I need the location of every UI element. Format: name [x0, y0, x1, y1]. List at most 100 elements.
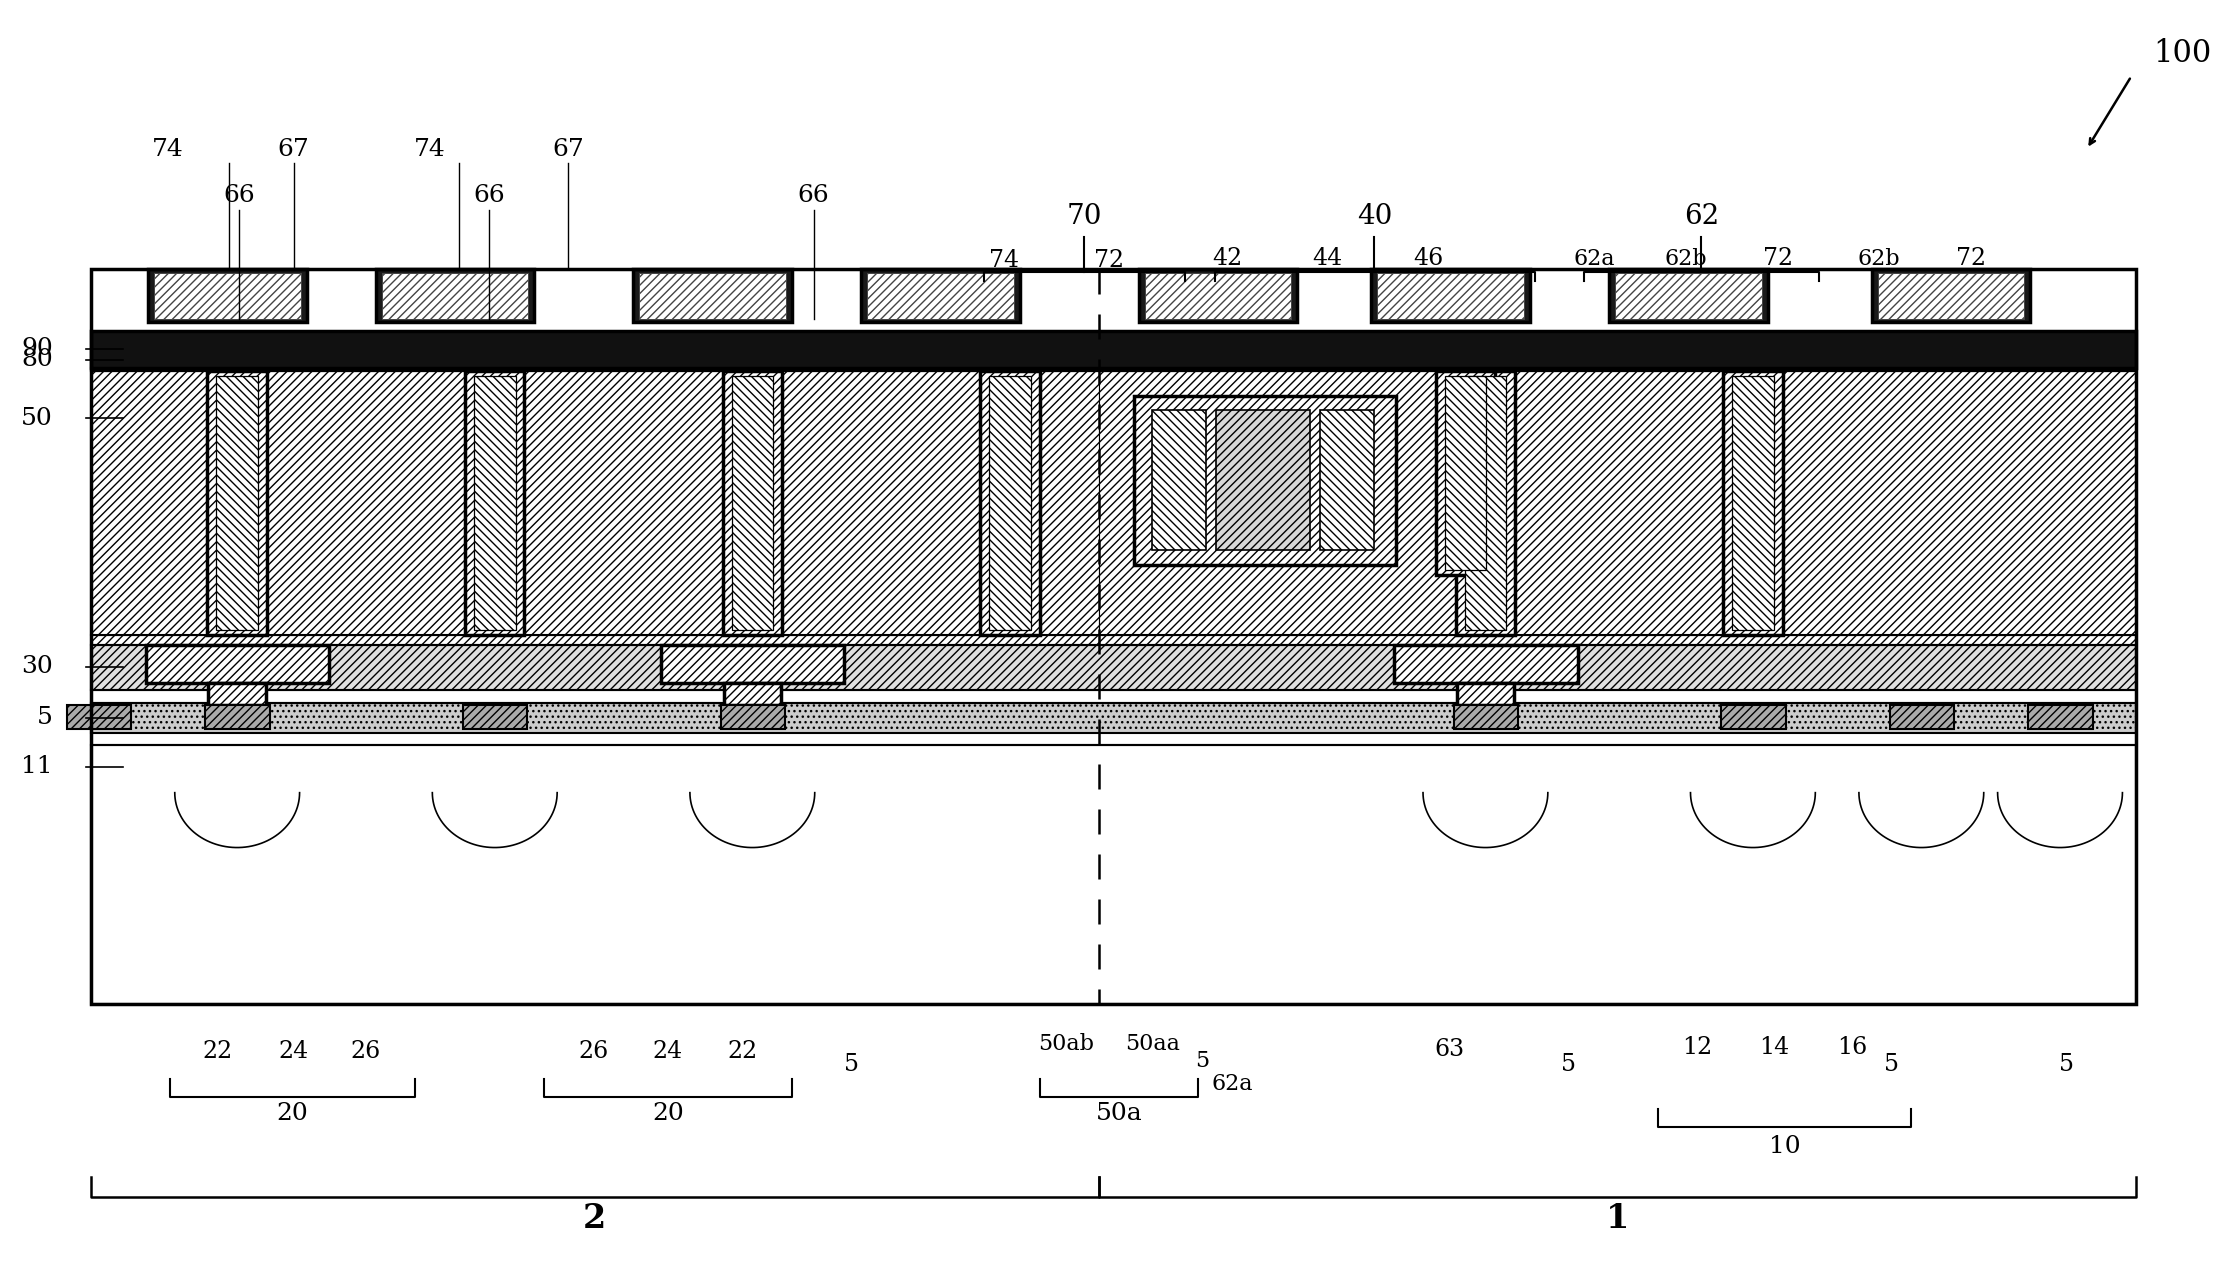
- Bar: [1721, 705, 1786, 728]
- Text: 66: 66: [474, 184, 505, 207]
- Text: 12: 12: [1681, 1036, 1712, 1059]
- Text: 40: 40: [1357, 204, 1392, 230]
- Text: 72: 72: [1955, 247, 1986, 270]
- Text: 62a: 62a: [1575, 248, 1615, 270]
- Text: 66: 66: [222, 184, 256, 207]
- Text: 16: 16: [1837, 1036, 1868, 1059]
- Text: 74: 74: [414, 137, 445, 160]
- Text: 50aa: 50aa: [1125, 1033, 1181, 1055]
- Bar: [91, 269, 2137, 1005]
- Text: 5: 5: [38, 707, 53, 730]
- Bar: [147, 645, 329, 684]
- Bar: [1724, 371, 1784, 635]
- Text: 50: 50: [22, 407, 53, 430]
- Bar: [1099, 371, 2137, 635]
- Bar: [861, 269, 1021, 321]
- Bar: [209, 684, 267, 705]
- Bar: [1394, 645, 1577, 684]
- Bar: [1217, 411, 1310, 550]
- Text: 11: 11: [22, 755, 53, 778]
- Bar: [153, 273, 300, 319]
- Text: 90: 90: [22, 337, 53, 360]
- Text: 1: 1: [1606, 1202, 1630, 1235]
- Bar: [1877, 273, 2024, 319]
- Text: 67: 67: [278, 137, 309, 160]
- Bar: [1873, 269, 2031, 321]
- Bar: [634, 269, 792, 321]
- Bar: [149, 269, 307, 321]
- Bar: [376, 269, 534, 321]
- Bar: [732, 375, 774, 630]
- Bar: [1457, 371, 1515, 635]
- Bar: [1372, 269, 1530, 321]
- Bar: [1099, 635, 2137, 645]
- Text: 5: 5: [1884, 1052, 1899, 1075]
- Text: 67: 67: [552, 137, 585, 160]
- Bar: [207, 371, 267, 635]
- Text: 5: 5: [2059, 1052, 2075, 1075]
- Text: 30: 30: [22, 655, 53, 678]
- Text: 66: 66: [798, 184, 830, 207]
- Text: 42: 42: [1212, 247, 1243, 270]
- Text: 62: 62: [1684, 204, 1719, 230]
- Bar: [463, 705, 527, 728]
- Text: 63: 63: [1434, 1038, 1466, 1061]
- Bar: [1139, 269, 1297, 321]
- Text: 5: 5: [1561, 1052, 1577, 1075]
- Text: 22: 22: [202, 1039, 234, 1062]
- Text: 2: 2: [583, 1202, 607, 1235]
- Bar: [1134, 396, 1397, 566]
- Text: 80: 80: [22, 348, 53, 371]
- Text: 100: 100: [2153, 38, 2211, 69]
- Bar: [91, 645, 2137, 690]
- Bar: [1890, 705, 1955, 728]
- Bar: [990, 375, 1030, 630]
- Text: 70: 70: [1068, 204, 1101, 230]
- Bar: [2028, 705, 2093, 728]
- Text: 26: 26: [578, 1039, 609, 1062]
- Text: 22: 22: [727, 1039, 758, 1062]
- Text: 20: 20: [652, 1102, 685, 1125]
- Text: 14: 14: [1759, 1036, 1790, 1059]
- Bar: [1615, 273, 1761, 319]
- Bar: [1446, 375, 1486, 570]
- Bar: [1732, 375, 1775, 630]
- Text: 50ab: 50ab: [1039, 1033, 1094, 1055]
- Text: 74: 74: [151, 137, 185, 160]
- Bar: [721, 705, 785, 728]
- Bar: [465, 371, 525, 635]
- Text: 50a: 50a: [1096, 1102, 1143, 1125]
- Text: 5: 5: [1194, 1050, 1210, 1073]
- Bar: [91, 635, 1099, 645]
- Text: 72: 72: [1764, 247, 1793, 270]
- Bar: [216, 375, 258, 630]
- Bar: [1321, 411, 1374, 550]
- Text: 74: 74: [990, 250, 1019, 273]
- Bar: [474, 375, 516, 630]
- Bar: [1466, 375, 1506, 630]
- Bar: [91, 703, 2137, 732]
- Text: 62b: 62b: [1664, 248, 1706, 270]
- Text: 62a: 62a: [1212, 1073, 1252, 1094]
- Text: 72: 72: [1094, 250, 1123, 273]
- Bar: [67, 705, 131, 728]
- Text: 46: 46: [1412, 247, 1443, 270]
- Bar: [91, 330, 2137, 367]
- Text: 5: 5: [843, 1052, 858, 1075]
- Bar: [1454, 705, 1519, 728]
- Bar: [1457, 684, 1515, 705]
- Bar: [1610, 269, 1768, 321]
- Bar: [723, 684, 781, 705]
- Bar: [1145, 273, 1292, 319]
- Bar: [723, 371, 783, 635]
- Bar: [383, 273, 529, 319]
- Text: 10: 10: [1768, 1135, 1801, 1158]
- Bar: [91, 745, 2137, 1005]
- Bar: [981, 371, 1039, 635]
- Bar: [867, 273, 1014, 319]
- Text: 24: 24: [652, 1039, 683, 1062]
- Text: 26: 26: [351, 1039, 380, 1062]
- Bar: [638, 273, 785, 319]
- Bar: [91, 371, 1099, 635]
- Bar: [91, 348, 2137, 371]
